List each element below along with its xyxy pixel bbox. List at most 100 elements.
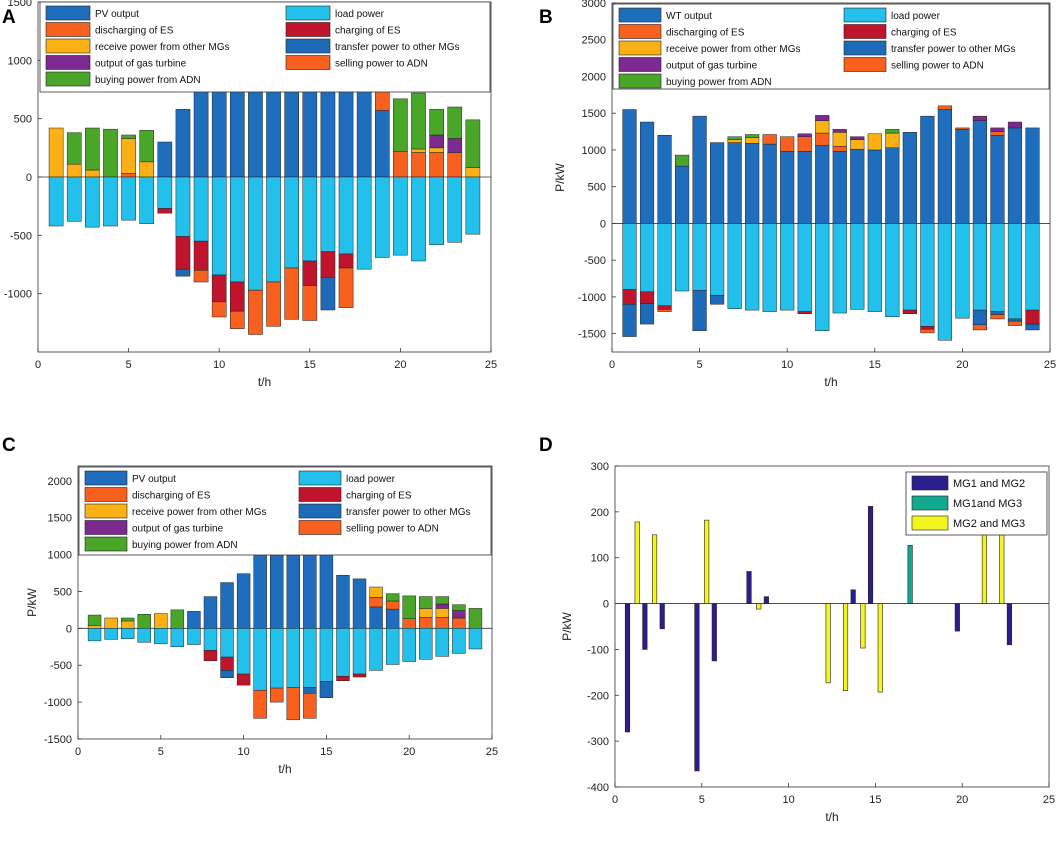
bar-mg12 <box>746 571 752 604</box>
bar-load_power <box>937 223 952 341</box>
bar-mg12 <box>850 589 856 604</box>
bar-load_power <box>220 628 234 658</box>
bar-load_power <box>302 176 318 262</box>
bar-transfer_mg <box>1007 318 1023 322</box>
legend-label: transfer power to other MGs <box>335 42 460 53</box>
bar-load_power <box>139 176 155 224</box>
legend-swatch-load_power <box>298 470 342 486</box>
bar-discharging_es <box>402 618 416 629</box>
bar-gas_turbine <box>990 127 1005 132</box>
y-tick-label: 2500 <box>582 35 606 47</box>
legend-label: discharging of ES <box>666 28 745 39</box>
bar-discharging_es <box>419 617 433 629</box>
bar-load_power <box>103 176 118 227</box>
legend-box <box>39 1 491 93</box>
bar-transfer_mg <box>692 290 707 331</box>
x-axis-label: t/h <box>825 810 838 824</box>
y-tick-label: 300 <box>591 461 609 473</box>
bar-buying_adn <box>885 129 900 134</box>
bar-load_power <box>336 628 350 677</box>
bar-pv_output <box>157 141 173 178</box>
bar-receive_mg <box>154 613 168 629</box>
bar-load_power <box>710 223 725 296</box>
bar-charging_es <box>220 656 234 671</box>
bar-wt_output <box>1007 127 1023 224</box>
legend-swatch-mg23 <box>911 515 949 531</box>
legend-label: transfer power to other MGs <box>346 507 471 518</box>
legend-label: load power <box>891 11 941 22</box>
bar-load_power <box>87 628 102 642</box>
bar-load_power <box>419 628 433 660</box>
bar-load_power <box>385 628 400 665</box>
legend-swatch-wt_output <box>618 7 662 23</box>
x-tick-label: 20 <box>403 746 415 758</box>
y-tick-label: -200 <box>587 690 609 702</box>
y-axis-label: P/kW <box>560 611 574 640</box>
bar-charging_es <box>920 326 935 330</box>
x-tick-label: 0 <box>75 746 81 758</box>
bar-selling_adn <box>303 693 317 719</box>
legend-label: charging of ES <box>891 28 957 39</box>
bar-load_power <box>286 628 300 688</box>
legend: PV output load power discharging of ES char… <box>78 466 492 556</box>
bar-load_power <box>468 628 483 650</box>
legend-label: receive power from other MGs <box>132 507 267 518</box>
legend-swatch-receive_mg <box>45 38 91 54</box>
y-tick-label: -500 <box>10 230 32 242</box>
bar-receive_mg <box>87 625 102 629</box>
bar-transfer_mg <box>622 303 637 337</box>
bar-gas_turbine <box>832 129 847 133</box>
legend-swatch-buying_adn <box>45 71 91 87</box>
bar-receive_mg <box>411 148 426 153</box>
bar-buying_adn <box>103 128 118 178</box>
bar-charging_es <box>352 673 367 678</box>
bar-load_power <box>85 176 100 228</box>
legend-swatch-buying_adn <box>84 536 128 552</box>
legend-label: charging of ES <box>346 491 412 502</box>
bar-wt_output <box>674 165 690 224</box>
bar-receive_mg <box>429 147 444 153</box>
bar-discharging_es <box>780 136 795 152</box>
bar-mg23 <box>652 534 658 604</box>
bar-transfer_mg <box>1025 323 1040 331</box>
legend-swatch-gas_turbine <box>45 55 91 70</box>
bar-wt_output <box>780 151 795 224</box>
y-axis-label: P/kW <box>553 162 567 191</box>
bar-load_power <box>374 176 390 258</box>
bar-load_power <box>411 176 426 262</box>
legend-swatch-transfer_mg <box>843 40 887 56</box>
legend-swatch-charging_es <box>298 487 342 502</box>
bar-receive_mg <box>104 617 118 629</box>
bar-receive_mg <box>885 132 900 148</box>
bar-transfer_mg <box>303 687 317 694</box>
legend-label: MG1 and MG2 <box>953 478 1025 490</box>
legend-swatch-load_power <box>285 5 331 21</box>
bar-load_power <box>104 628 118 640</box>
x-axis-label: t/h <box>258 375 271 389</box>
bar-mg23 <box>842 603 849 691</box>
bar-load_power <box>284 176 299 269</box>
x-tick-label: 10 <box>213 359 225 371</box>
bar-gas_turbine <box>972 115 988 121</box>
y-tick-label: -1000 <box>4 289 32 301</box>
legend-label: load power <box>346 474 396 485</box>
legend-label: discharging of ES <box>132 491 211 502</box>
bar-load_power <box>393 176 408 256</box>
legend-swatch-pv_output <box>84 470 128 486</box>
bar-buying_adn <box>727 136 742 140</box>
bar-charging_es <box>338 253 354 269</box>
legend-swatch-selling_adn <box>298 520 342 535</box>
bar-buying_adn <box>87 614 102 626</box>
y-tick-label: 2000 <box>48 476 72 488</box>
bar-wt_output <box>990 135 1005 224</box>
bar-selling_adn <box>990 314 1005 320</box>
bar-buying_adn <box>385 593 400 602</box>
bar-charging_es <box>302 260 318 286</box>
bar-discharging_es <box>815 132 830 146</box>
panel-label: C <box>2 435 16 456</box>
legend-swatch-gas_turbine <box>84 520 128 535</box>
bar-transfer_mg <box>990 311 1005 315</box>
x-tick-label: 5 <box>126 359 132 371</box>
y-tick-label: -1000 <box>44 697 72 709</box>
